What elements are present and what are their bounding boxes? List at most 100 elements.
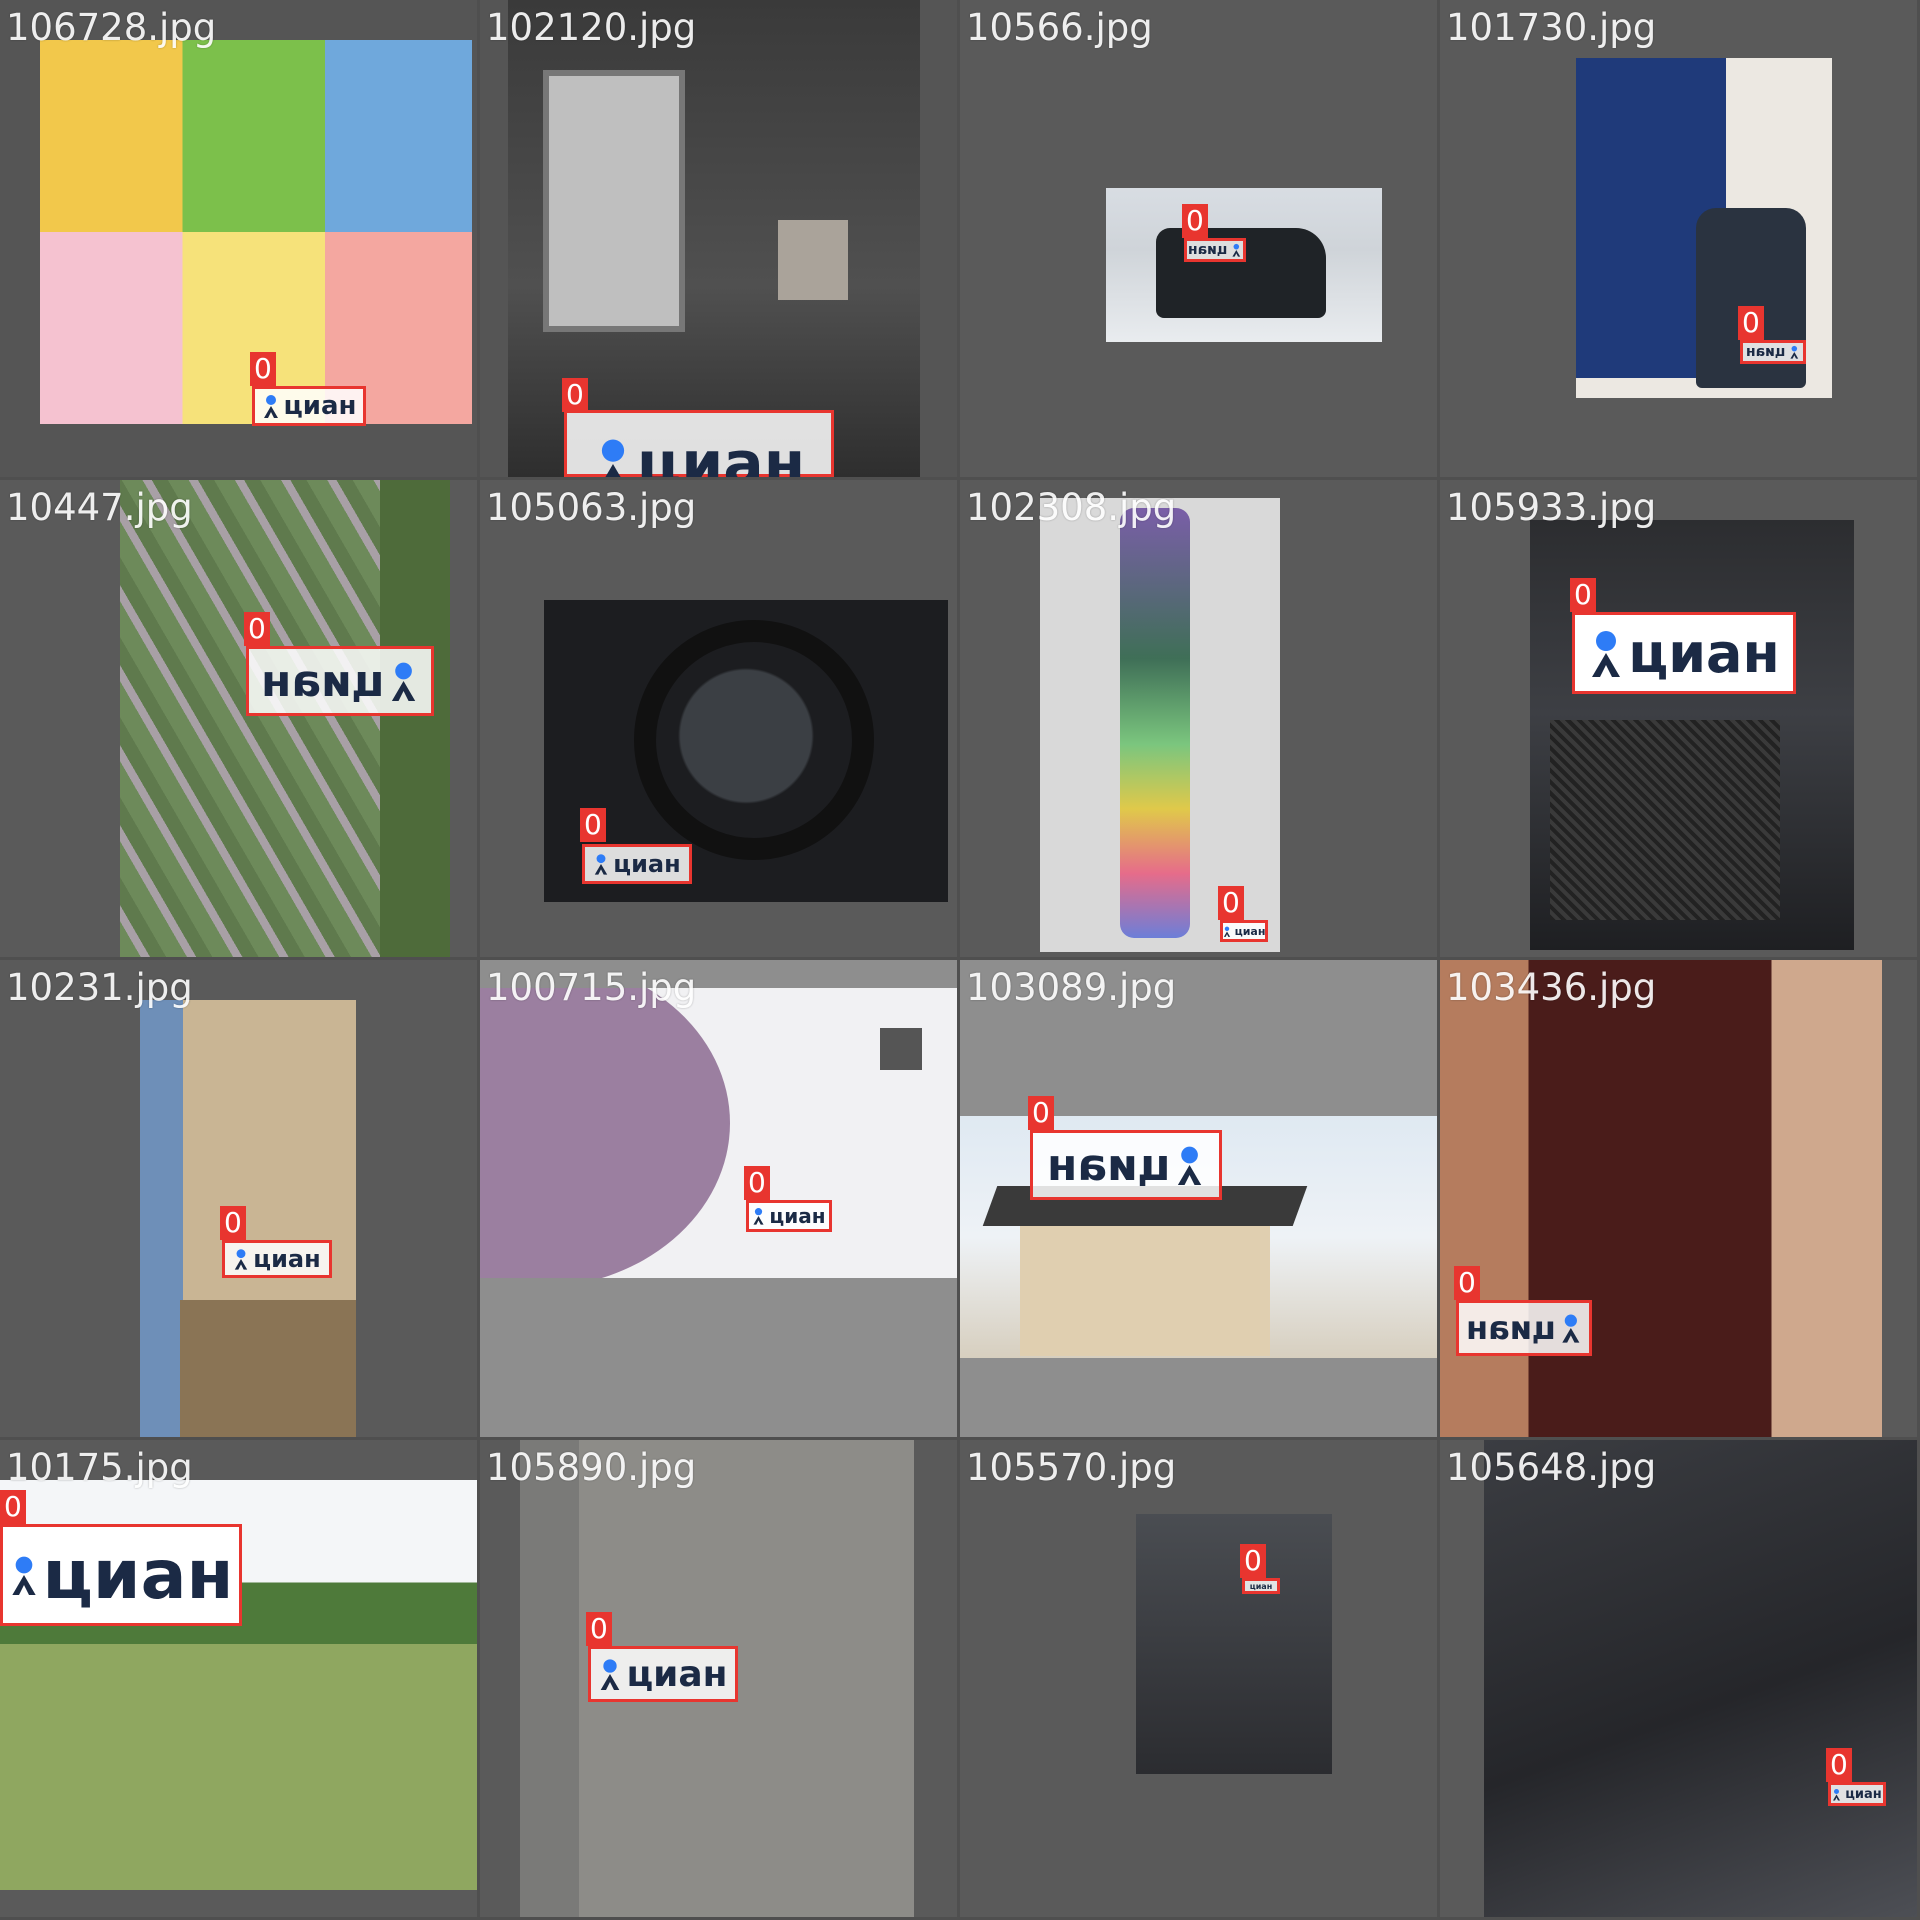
class-label: 0 xyxy=(0,1490,26,1524)
filename-label: 10447.jpg xyxy=(6,486,193,529)
detection-box: циан xyxy=(1030,1130,1222,1200)
pin-icon xyxy=(593,853,609,875)
watermark-text: циан xyxy=(1746,344,1786,360)
class-label: 0 xyxy=(1182,204,1208,238)
detection-box: циан xyxy=(1220,920,1268,942)
class-label: 0 xyxy=(586,1612,612,1646)
class-label: 0 xyxy=(1028,1096,1054,1130)
photo-door xyxy=(1440,960,1882,1437)
watermark: циан xyxy=(752,1204,826,1228)
filename-label: 101730.jpg xyxy=(1446,6,1657,49)
tile-105648: 105648.jpg 0 циан xyxy=(1440,1440,1917,1917)
pin-icon xyxy=(1223,926,1231,937)
watermark-text: циан xyxy=(636,428,806,478)
watermark-text: циан xyxy=(283,391,357,421)
pin-icon xyxy=(1790,345,1800,359)
photo-empty-room xyxy=(508,0,920,477)
watermark-text: циан xyxy=(42,1535,234,1615)
tile-10447: 10447.jpg 0 циан xyxy=(0,480,477,957)
watermark: циан xyxy=(233,1245,321,1273)
pin-icon xyxy=(752,1207,765,1225)
detection-box: циан xyxy=(1184,238,1246,262)
filename-label: 106728.jpg xyxy=(6,6,217,49)
watermark-text: циан xyxy=(261,655,385,707)
watermark: циан xyxy=(9,1535,234,1615)
tile-105933: 105933.jpg 0 циан xyxy=(1440,480,1917,957)
pin-icon xyxy=(233,1248,249,1270)
pin-icon xyxy=(9,1541,39,1609)
detection-box: циан xyxy=(588,1646,738,1702)
detection-box: циан xyxy=(1740,340,1806,364)
watermark-text: циан xyxy=(1234,924,1266,938)
photo-car-seats xyxy=(1136,1514,1332,1774)
class-label: 0 xyxy=(1454,1266,1480,1300)
watermark: циан xyxy=(598,1654,728,1695)
class-label: 0 xyxy=(244,612,270,646)
photo-car-interior xyxy=(1484,1440,1917,1917)
watermark: циан xyxy=(1047,1140,1205,1191)
tile-101730: 101730.jpg 0 циан xyxy=(1440,0,1917,477)
photo-suv xyxy=(1106,188,1382,342)
filename-label: 102308.jpg xyxy=(966,486,1177,529)
photo-hotel-manager-ad xyxy=(480,988,957,1278)
tile-106728: 106728.jpg 0 циан xyxy=(0,0,477,477)
photo-balcony xyxy=(140,1000,356,1437)
filename-label: 102120.jpg xyxy=(486,6,697,49)
watermark: циан xyxy=(1466,1309,1582,1347)
watermark-text: циан xyxy=(1047,1139,1171,1191)
watermark: циан xyxy=(1588,622,1780,685)
watermark: циан xyxy=(1223,924,1266,938)
filename-label: 105570.jpg xyxy=(966,1446,1177,1489)
tile-10566: 10566.jpg 0 циан xyxy=(960,0,1437,477)
detection-box: циан xyxy=(1242,1578,1280,1594)
pin-icon xyxy=(1560,1313,1582,1343)
filename-label: 105063.jpg xyxy=(486,486,697,529)
watermark-text: циан xyxy=(1249,1581,1273,1591)
filename-label: 103089.jpg xyxy=(966,966,1177,1009)
tile-103089: 103089.jpg 0 циан xyxy=(960,960,1437,1437)
tile-102308: 102308.jpg 0 циан xyxy=(960,480,1437,957)
class-label: 0 xyxy=(562,378,588,412)
class-label: 0 xyxy=(1826,1748,1852,1782)
watermark-text: циан xyxy=(1188,242,1228,258)
tile-105570: 105570.jpg 0 циан xyxy=(960,1440,1437,1917)
class-label: 0 xyxy=(744,1166,770,1200)
class-label: 0 xyxy=(1240,1544,1266,1578)
class-label: 0 xyxy=(1218,886,1244,920)
tile-105890: 105890.jpg 0 циан xyxy=(480,1440,957,1917)
watermark-text: циан xyxy=(1845,1786,1882,1802)
watermark: циан xyxy=(261,656,419,707)
tile-103436: 103436.jpg 0 циан xyxy=(1440,960,1917,1437)
pin-icon xyxy=(593,435,633,477)
class-label: 0 xyxy=(220,1206,246,1240)
pin-icon xyxy=(1175,1144,1205,1186)
pin-icon xyxy=(389,660,419,702)
tile-102120: 102120.jpg 0 циан xyxy=(480,0,957,477)
detection-box: циан xyxy=(0,1524,242,1626)
watermark: циан xyxy=(262,391,357,421)
photo-vape xyxy=(1040,498,1280,952)
filename-label: 105648.jpg xyxy=(1446,1446,1657,1489)
photo-aerial-map xyxy=(120,480,450,957)
detection-box: циан xyxy=(582,844,692,884)
watermark: циан xyxy=(593,850,681,878)
pin-icon xyxy=(598,1657,622,1691)
watermark-text: циан xyxy=(769,1204,826,1228)
filename-label: 100715.jpg xyxy=(486,966,697,1009)
tile-105063: 105063.jpg 0 циан xyxy=(480,480,957,957)
filename-label: 105933.jpg xyxy=(1446,486,1657,529)
detection-box: циан xyxy=(1456,1300,1592,1356)
detection-box: циан xyxy=(746,1200,832,1232)
watermark: циан xyxy=(1188,242,1241,258)
watermark: циан xyxy=(1250,1582,1272,1591)
class-label: 0 xyxy=(580,808,606,842)
detection-box: циан xyxy=(564,410,834,477)
tile-100715: 100715.jpg 0 циан xyxy=(480,960,957,1437)
pin-icon xyxy=(262,394,280,418)
photo-boat-motor xyxy=(1576,58,1832,398)
filename-label: 10566.jpg xyxy=(966,6,1153,49)
watermark-text: циан xyxy=(1466,1309,1556,1347)
tile-10231: 10231.jpg 0 циан xyxy=(0,960,477,1437)
tile-10175: 10175.jpg 0 циан xyxy=(0,1440,477,1917)
